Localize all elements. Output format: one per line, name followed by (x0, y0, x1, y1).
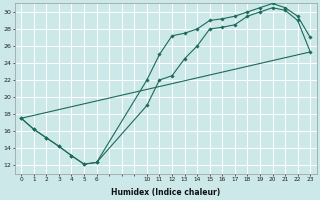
X-axis label: Humidex (Indice chaleur): Humidex (Indice chaleur) (111, 188, 220, 197)
